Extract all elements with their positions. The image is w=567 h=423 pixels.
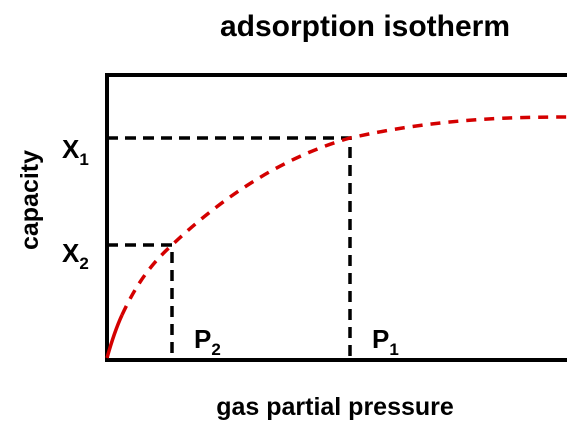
p2-label: P2 xyxy=(194,324,221,359)
p1-label: P1 xyxy=(372,324,399,359)
p2-sub: 2 xyxy=(211,340,220,359)
x1-main: X xyxy=(62,134,80,164)
p1-main: P xyxy=(372,324,389,354)
x2-sub: 2 xyxy=(79,254,88,273)
p1-sub: 1 xyxy=(389,340,398,359)
title: adsorption isotherm xyxy=(220,10,510,43)
isotherm-curve xyxy=(120,115,567,316)
p2-main: P xyxy=(194,324,211,354)
x-axis-label: gas partial pressure xyxy=(216,393,454,421)
axes xyxy=(105,73,567,362)
x2-main: X xyxy=(62,238,80,268)
y-axis-label: capacity xyxy=(16,150,44,250)
guide-lines xyxy=(107,136,352,360)
isotherm-start xyxy=(105,314,124,359)
x1-sub: 1 xyxy=(79,150,88,169)
x1-label: X1 xyxy=(62,134,89,169)
x2-label: X2 xyxy=(62,238,89,273)
